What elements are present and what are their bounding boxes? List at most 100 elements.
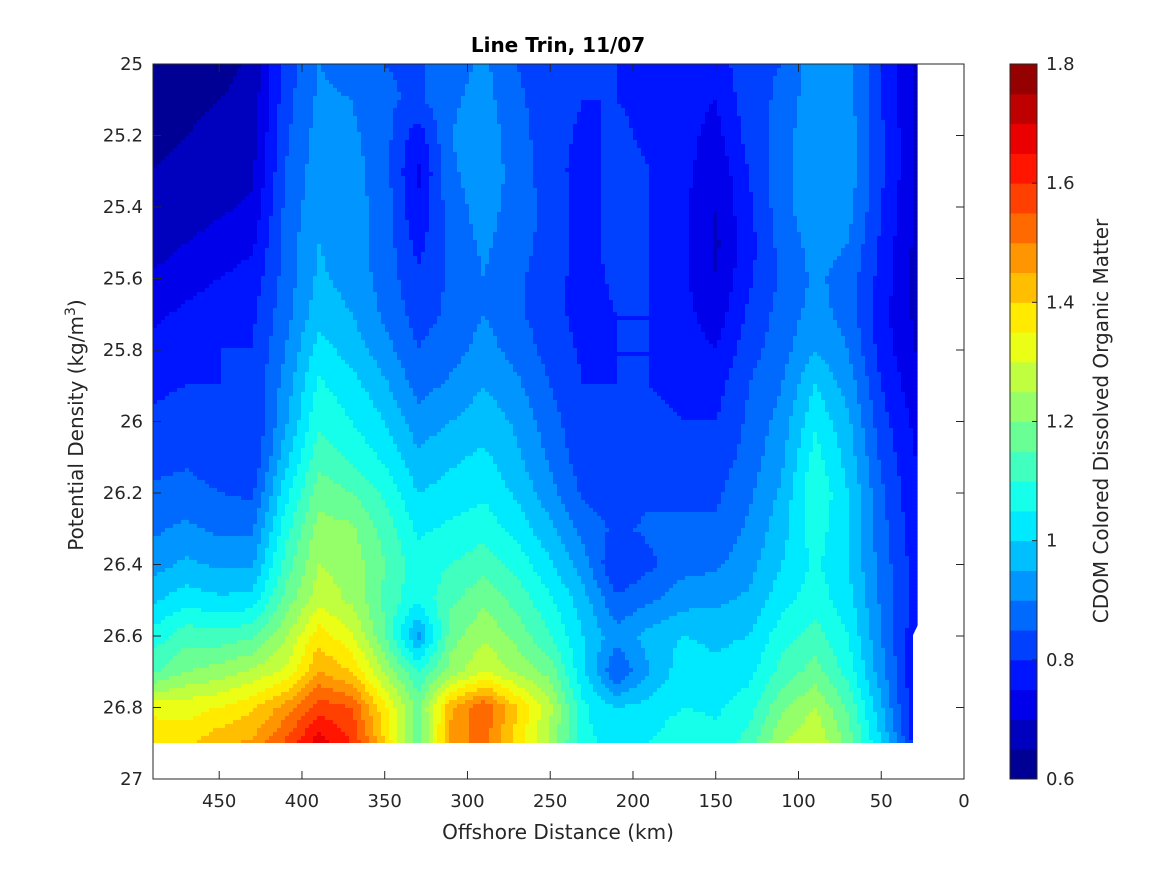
contour-cell [897,76,902,81]
contour-cell [165,116,170,121]
contour-cell [877,120,882,125]
contour-cell [573,72,578,77]
contour-cell [717,136,722,141]
contour-cell [309,96,314,101]
contour-cell [617,128,622,133]
contour-cell [481,80,486,85]
contour-cell [437,148,442,153]
contour-cell [281,108,286,113]
contour-cell [593,92,598,97]
contour-cell [177,160,182,165]
contour-cell [829,152,834,157]
contour-cell [569,124,574,129]
contour-cell [341,84,346,89]
contour-cell [857,96,862,101]
contour-cell [525,132,530,137]
contour-cell [757,116,762,121]
contour-cell [813,96,818,101]
contour-cell [849,108,854,113]
contour-cell [717,64,722,69]
contour-cell [865,128,870,133]
contour-cell [797,152,802,157]
contour-cell [189,88,194,93]
contour-cell [901,108,906,113]
contour-cell [373,100,378,105]
contour-cell [633,148,638,153]
contour-cell [701,128,706,133]
contour-cell [557,164,562,169]
contour-cell [585,76,590,81]
contour-cell [349,128,354,133]
contour-cell [365,156,370,161]
contour-cell [445,124,450,129]
contour-cell [813,160,818,165]
contour-cell [517,116,522,121]
contour-cell [461,140,466,145]
contour-cell [897,88,902,93]
contour-cell [729,72,734,77]
contour-cell [537,88,542,93]
contour-cell [813,116,818,121]
contour-cell [173,132,178,137]
contour-cell [405,152,410,157]
contour-cell [549,84,554,89]
contour-cell [501,144,506,149]
contour-cell [725,100,730,105]
contour-cell [717,80,722,85]
contour-cell [197,128,202,133]
contour-cell [313,148,318,153]
contour-cell [321,76,326,81]
contour-cell [765,68,770,73]
contour-cell [625,88,630,93]
contour-cell [517,132,522,137]
contour-cell [833,136,838,141]
contour-cell [509,144,514,149]
contour-cell [609,160,614,165]
contour-cell [845,68,850,73]
contour-cell [437,76,442,81]
contour-cell [677,132,682,137]
contour-cell [405,64,410,69]
contour-cell [649,140,654,145]
contour-cell [357,68,362,73]
contour-cell [357,132,362,137]
contour-cell [781,144,786,149]
contour-cell [757,112,762,117]
contour-cell [909,112,914,117]
contour-cell [609,68,614,73]
contour-cell [589,112,594,117]
contour-cell [709,76,714,81]
contour-cell [249,96,254,101]
contour-cell [449,152,454,157]
contour-cell [165,120,170,125]
contour-cell [377,72,382,77]
contour-cell [805,144,810,149]
contour-cell [417,136,422,141]
contour-cell [789,156,794,161]
contour-cell [773,116,778,121]
contour-cell [285,88,290,93]
contour-cell [777,132,782,137]
contour-cell [769,116,774,121]
contour-cell [481,148,486,153]
contour-cell [809,148,814,153]
contour-cell [429,124,434,129]
contour-cell [577,164,582,169]
contour-cell [261,164,266,169]
contour-cell [333,148,338,153]
contour-cell [833,164,838,169]
contour-cell [293,112,298,117]
contour-cell [313,76,318,81]
contour-cell [249,72,254,77]
contour-cell [421,164,426,169]
contour-cell [717,72,722,77]
contour-cell [789,92,794,97]
contour-cell [473,124,478,129]
contour-cell [901,156,906,161]
contour-cell [217,88,222,93]
contour-cell [673,152,678,157]
contour-cell [869,152,874,157]
contour-cell [153,92,158,97]
contour-cell [289,160,294,165]
contour-cell [885,144,890,149]
